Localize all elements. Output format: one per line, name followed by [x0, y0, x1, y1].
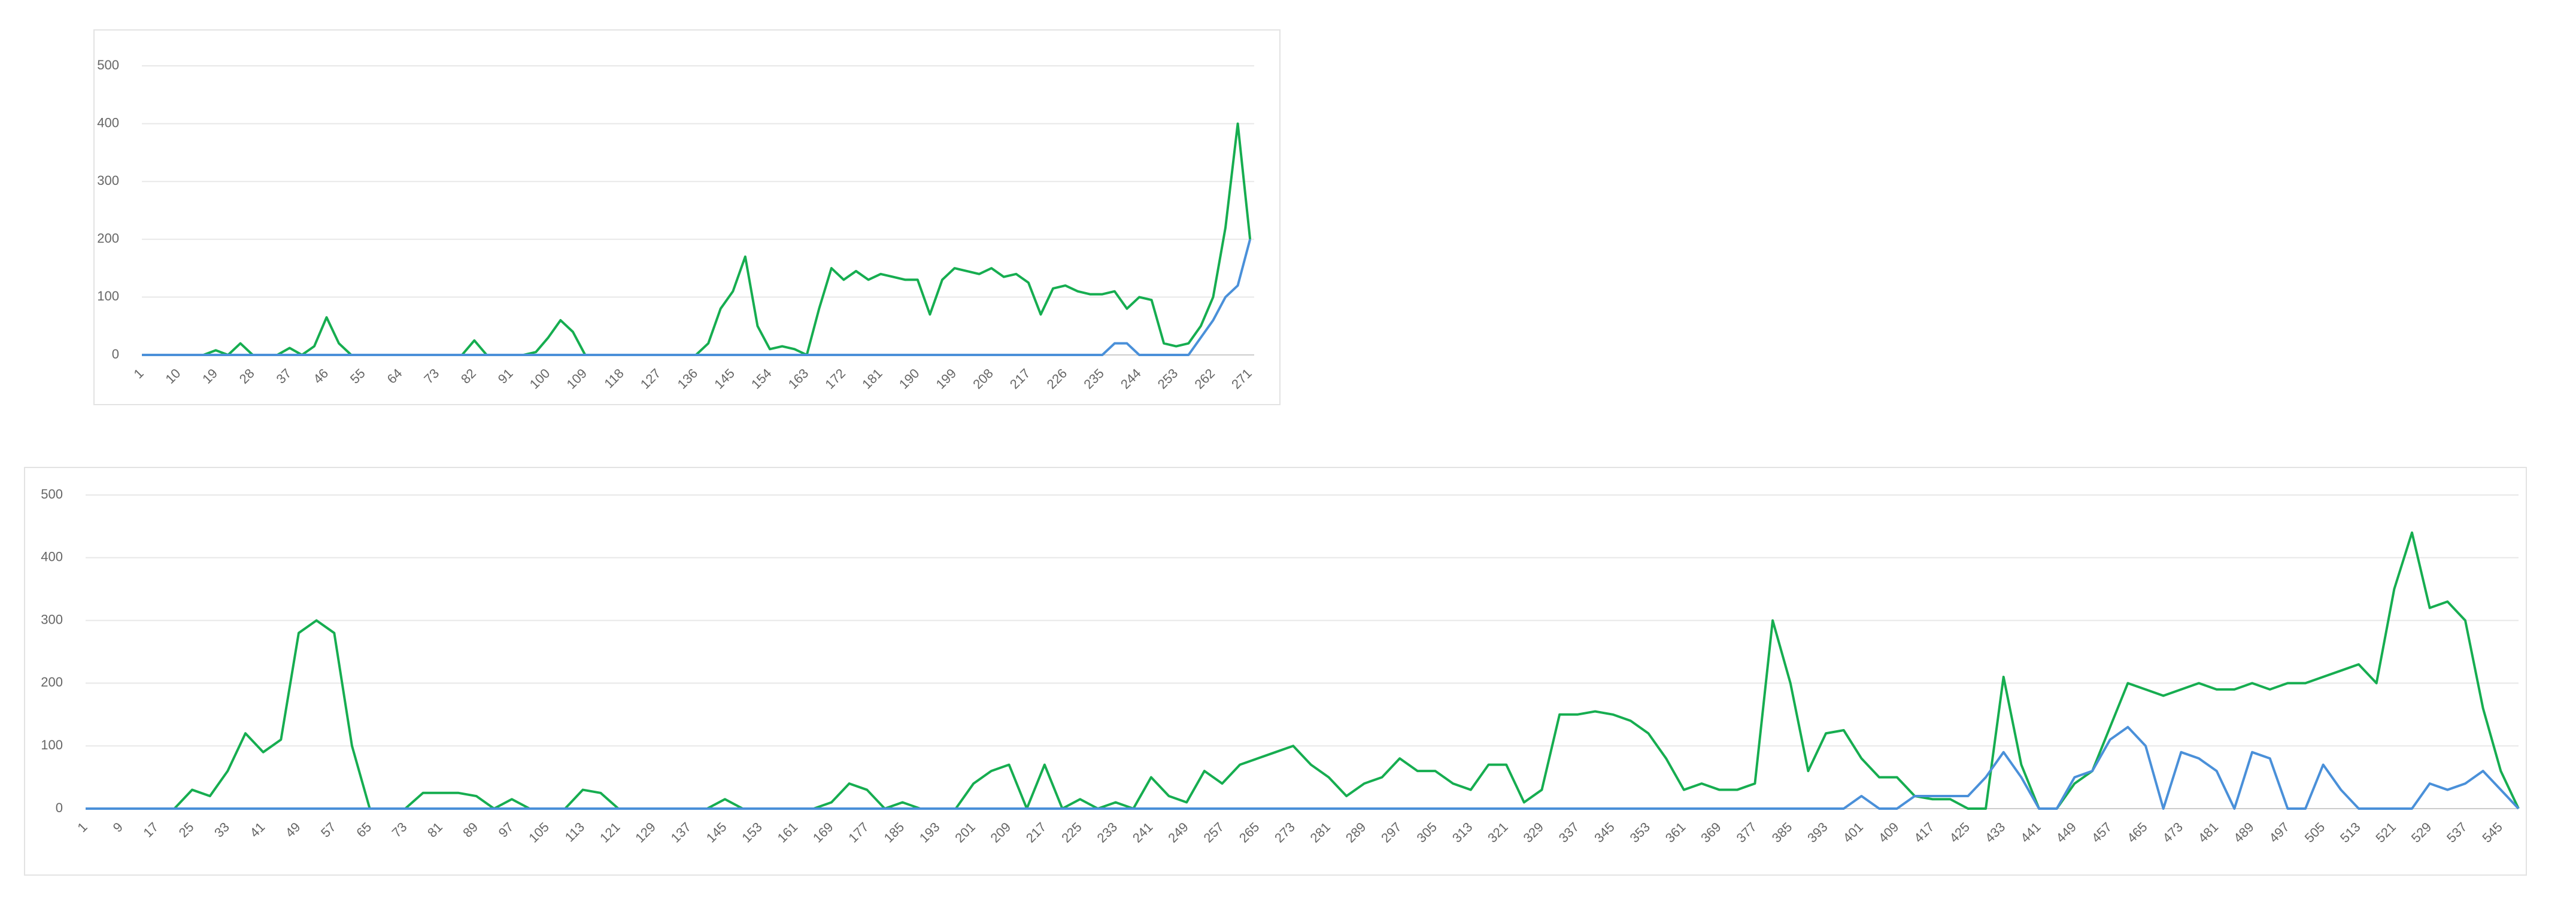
y-tick-label: 500 — [41, 487, 63, 502]
chart-panel — [93, 29, 1281, 405]
y-tick-label: 100 — [97, 288, 119, 303]
y-tick-label: 100 — [41, 737, 63, 752]
series-line — [86, 725, 2520, 810]
y-tick-label: 400 — [41, 549, 63, 564]
y-tick-label: 200 — [41, 675, 63, 690]
y-tick-label: 0 — [112, 347, 119, 362]
y-tick-label: 200 — [97, 231, 119, 246]
y-tick-label: 500 — [97, 57, 119, 72]
y-tick-label: 300 — [97, 173, 119, 188]
series-line — [142, 239, 1252, 356]
y-tick-label: 400 — [97, 115, 119, 130]
y-tick-label: 300 — [41, 612, 63, 627]
series-line — [86, 531, 2520, 810]
y-tick-label: 0 — [56, 800, 63, 815]
chart-panel — [24, 467, 2527, 876]
